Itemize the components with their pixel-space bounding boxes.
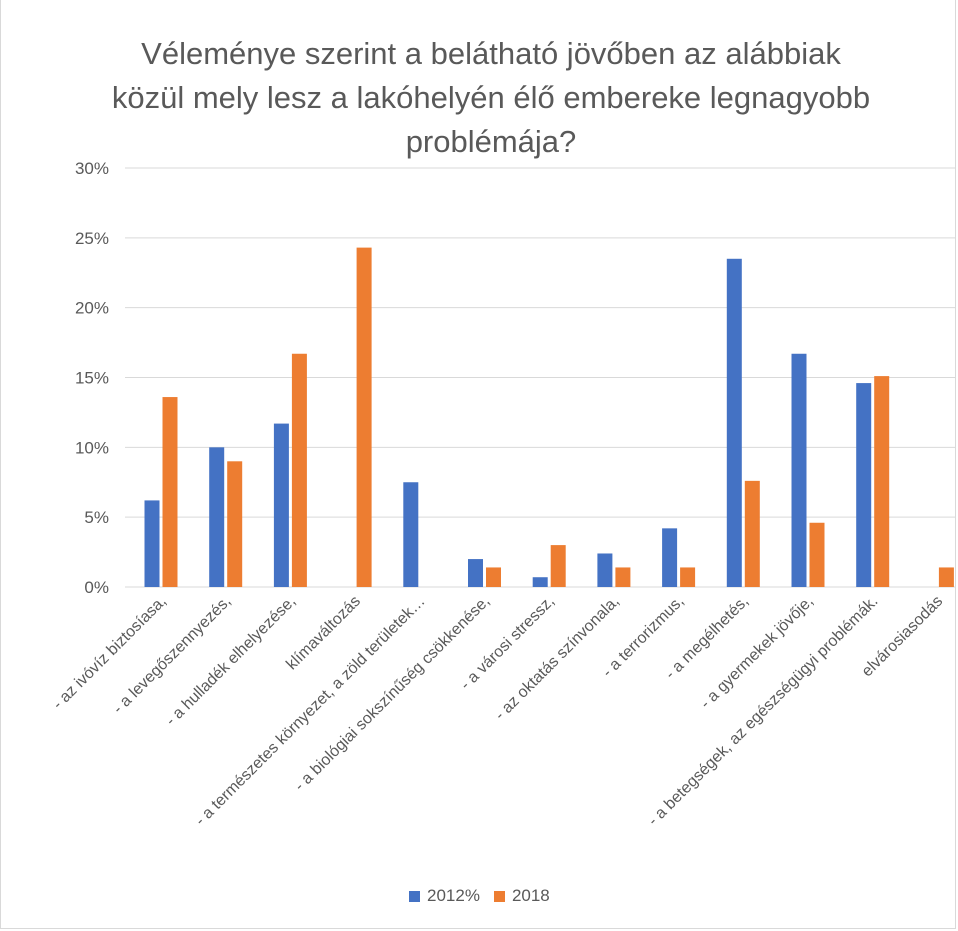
bar-2012-0 — [144, 500, 160, 587]
x-tick-label: - az oktatás színvonala, — [492, 593, 623, 724]
x-tick-label: - a levegőszennyezés, — [110, 593, 235, 718]
legend: 2012% 2018 — [409, 884, 550, 908]
bar-2012-11 — [856, 383, 872, 587]
bar-2012-6 — [532, 577, 548, 587]
bar-2018-0 — [162, 397, 178, 587]
legend-label-2018: 2018 — [511, 886, 550, 905]
bar-2018-5 — [486, 567, 501, 587]
bar-2018-8 — [680, 567, 696, 587]
x-tick-label: - a gyermekek jövője, — [697, 593, 817, 713]
bar-2012-7 — [597, 553, 613, 587]
y-tick-label: 20% — [75, 299, 109, 318]
legend-swatch-2018 — [493, 890, 505, 902]
bar-2012-5 — [468, 559, 483, 587]
bar-2018-10 — [809, 522, 825, 587]
bar-2018-1 — [227, 461, 243, 587]
legend-item-2018: 2018 — [493, 886, 550, 906]
y-tick-label: 30% — [75, 159, 109, 178]
x-tick-label: - a hulladék elhelyezése, — [163, 593, 300, 730]
x-tick-label: - a természetes környezet, a zöld terüle… — [192, 593, 429, 830]
y-tick-label: 25% — [75, 229, 109, 248]
legend-swatch-2012 — [409, 890, 420, 902]
y-tick-label: 10% — [75, 438, 109, 457]
bar-2018-2 — [291, 353, 307, 587]
bar-2012-9 — [726, 258, 742, 587]
bar-2012-2 — [273, 423, 289, 587]
bar-2018-9 — [744, 480, 760, 587]
bar-2018-3 — [356, 247, 372, 588]
bar-2018-12 — [938, 567, 954, 587]
bar-2018-6 — [550, 545, 566, 587]
bar-2012-10 — [791, 353, 807, 587]
y-tick-label: 5% — [84, 508, 109, 527]
bar-2012-1 — [209, 447, 225, 587]
legend-item-2012: 2012% — [409, 886, 480, 906]
y-tick-label: 15% — [75, 369, 109, 388]
legend-label-2012: 2012% — [427, 886, 480, 905]
chart-title: Véleménye szerint a belátható jövőben az… — [111, 36, 871, 159]
bar-2012-4 — [403, 482, 419, 587]
bar-2018-11 — [874, 376, 890, 587]
bar-2012-8 — [662, 528, 678, 587]
x-tick-label: - a betegségek, az egészségügyi problémá… — [645, 593, 882, 830]
x-tick-label: - az ivóvíz biztosíasa, — [50, 593, 170, 713]
y-tick-label: 0% — [84, 578, 109, 597]
bar-2018-7 — [615, 567, 631, 587]
